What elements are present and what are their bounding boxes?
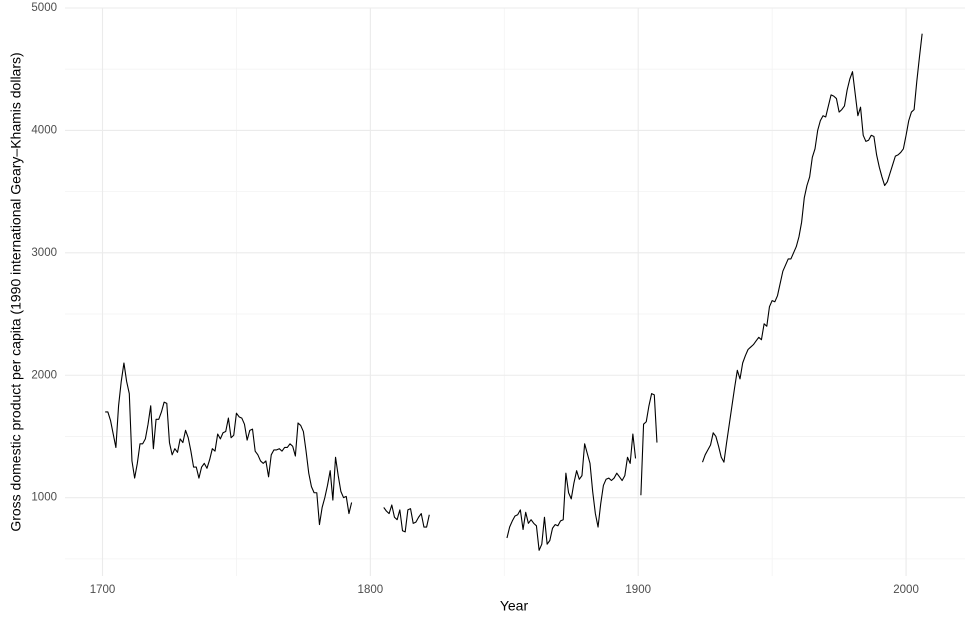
x-tick-label: 1700	[90, 584, 116, 596]
x-tick-label: 1800	[358, 584, 384, 596]
x-tick-label: 1900	[625, 584, 651, 596]
x-tick-label: 2000	[893, 584, 919, 596]
y-tick-label: 4000	[31, 124, 57, 136]
y-axis-title: Gross domestic product per capita (1990 …	[8, 52, 24, 531]
x-axis-title: Year	[500, 598, 529, 614]
y-tick-label: 1000	[31, 492, 57, 504]
y-tick-label: 3000	[31, 247, 57, 259]
line	[105, 33, 923, 551]
y-tick-label: 2000	[31, 369, 57, 381]
y-tick-label: 5000	[31, 2, 57, 14]
